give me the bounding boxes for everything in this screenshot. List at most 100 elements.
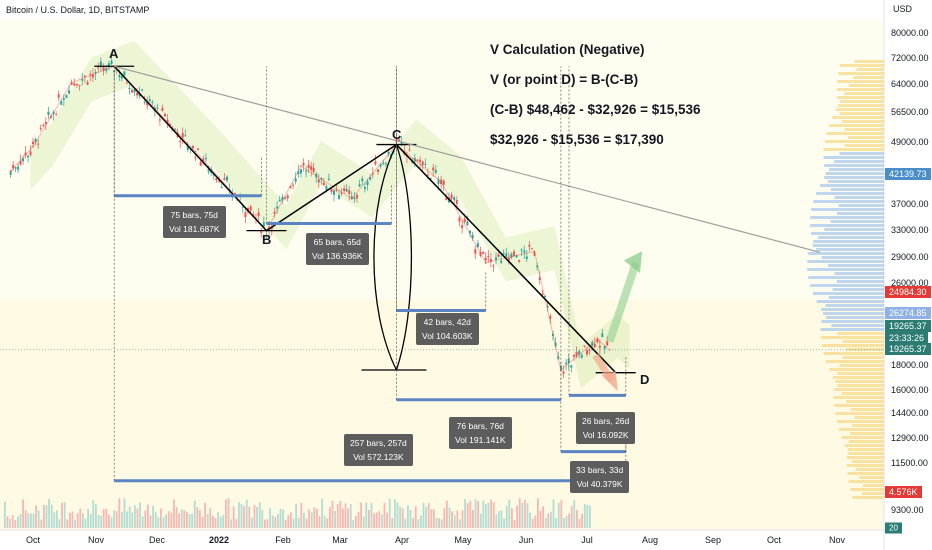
- volume-bar: [295, 503, 297, 528]
- volume-profile-bar: [818, 236, 884, 239]
- volume-bar: [188, 514, 191, 528]
- candle-body: [24, 152, 27, 156]
- price-point: [194, 150, 197, 153]
- candle-body: [434, 170, 437, 173]
- candle-body: [429, 177, 432, 180]
- measure-box-d2[interactable]: 33 bars, 33d Vol 40.379K: [570, 461, 630, 493]
- candle-body: [257, 212, 260, 216]
- volume-bar: [167, 511, 170, 528]
- volume-bar: [66, 519, 69, 528]
- volume-profile-bar: [832, 376, 884, 379]
- volume-bar: [357, 511, 360, 528]
- candle-body: [68, 90, 71, 94]
- volume-profile-bar: [837, 384, 884, 387]
- volume-bar: [316, 508, 318, 528]
- volume-bar: [339, 500, 342, 528]
- volume-bar: [578, 518, 581, 528]
- volume-profile-bar: [861, 492, 884, 495]
- volume-bar: [329, 507, 331, 528]
- countdown-badge: 23:33:26: [885, 332, 929, 344]
- volume-bar: [149, 515, 152, 528]
- volume-bar: [516, 505, 518, 528]
- candle-body: [538, 277, 541, 281]
- volume-profile-bar: [850, 408, 884, 411]
- measure-box-total[interactable]: 257 bars, 257d Vol 572.123K: [344, 434, 413, 466]
- measure-box-c2[interactable]: 76 bars, 76d Vol 191.141K: [449, 417, 512, 449]
- candle-body: [158, 119, 161, 121]
- candle-body: [575, 351, 578, 357]
- chart-title: Bitcoin / U.S. Dollar, 1D, BITSTAMP: [6, 5, 150, 15]
- volume-bar: [251, 517, 253, 528]
- volume-bar: [204, 502, 206, 528]
- candle-body: [281, 197, 284, 201]
- volume-bar: [524, 499, 526, 528]
- volume-profile-bar: [839, 152, 884, 155]
- candle-body: [379, 164, 382, 167]
- volume-profile-bar: [846, 400, 884, 403]
- candle-body: [497, 254, 500, 257]
- measure-box-d1[interactable]: 26 bars, 26d Vol 16.092K: [576, 412, 636, 444]
- candle-body: [156, 107, 159, 109]
- volume-profile-bar: [831, 324, 884, 327]
- volume-bar: [472, 509, 474, 528]
- volume-bar: [266, 519, 269, 528]
- volume-profile-bar: [839, 64, 884, 67]
- candle-body: [81, 79, 84, 81]
- volume-profile-bar: [826, 316, 884, 319]
- volume-bar: [157, 517, 160, 528]
- volume-bar: [100, 515, 102, 528]
- candle-body: [47, 111, 50, 115]
- candle-body: [184, 135, 187, 137]
- price-series-line: [10, 65, 610, 371]
- volume-bar: [334, 510, 336, 528]
- volume-bar: [128, 506, 131, 528]
- measure-bars: 76 bars, 76d: [456, 421, 504, 431]
- time-tick: May: [454, 535, 472, 545]
- volume-bar: [43, 504, 45, 528]
- volume-profile-bar: [834, 272, 884, 275]
- candle-body: [350, 196, 353, 200]
- volume-bar: [308, 509, 310, 528]
- volume-bar: [232, 506, 235, 528]
- volume-bar: [271, 515, 274, 528]
- volume-profile-bar: [816, 248, 884, 251]
- candle-body: [226, 176, 229, 181]
- measure-box-c1[interactable]: 42 bars, 42d Vol 104.603K: [416, 313, 479, 345]
- volume-bar: [118, 498, 121, 528]
- price-point: [9, 170, 12, 172]
- volume-bar: [373, 513, 375, 528]
- candle-body: [220, 187, 223, 189]
- candle-body: [310, 166, 313, 170]
- candle-body: [300, 169, 302, 174]
- candle-body: [515, 255, 518, 258]
- volume-bar: [53, 512, 56, 528]
- volume-bar: [139, 502, 141, 528]
- measure-box-ab[interactable]: 75 bars, 75d Vol 181.687K: [163, 206, 226, 238]
- measure-box-bc[interactable]: 65 bars, 65d Vol 136.936K: [306, 233, 369, 265]
- candle-body: [9, 171, 12, 175]
- candle-body: [55, 114, 58, 116]
- volume-bar: [274, 516, 277, 528]
- volume-bar: [495, 514, 498, 528]
- candle-body: [363, 187, 366, 189]
- candle-body: [593, 343, 596, 348]
- candle-body: [408, 149, 411, 151]
- volume-profile-bar: [837, 80, 884, 83]
- volume-bar: [141, 516, 144, 528]
- price-badge-close: 19265.37: [885, 343, 931, 355]
- price-tick: 56500.00: [891, 107, 929, 117]
- annotation-v-calculation: V Calculation (Negative): [490, 42, 645, 57]
- volume-bar: [115, 511, 118, 528]
- candle-body: [356, 195, 359, 199]
- volume-profile-bar: [847, 464, 884, 467]
- volume-bar: [388, 498, 391, 528]
- candle-body: [466, 221, 469, 226]
- volume-profile-bar: [807, 268, 884, 271]
- volume-profile-bar: [847, 472, 884, 475]
- candle-body: [322, 182, 325, 186]
- volume-bar: [401, 508, 404, 528]
- candle-body: [244, 212, 247, 217]
- volume-bar: [407, 505, 409, 528]
- candle-body: [338, 195, 341, 200]
